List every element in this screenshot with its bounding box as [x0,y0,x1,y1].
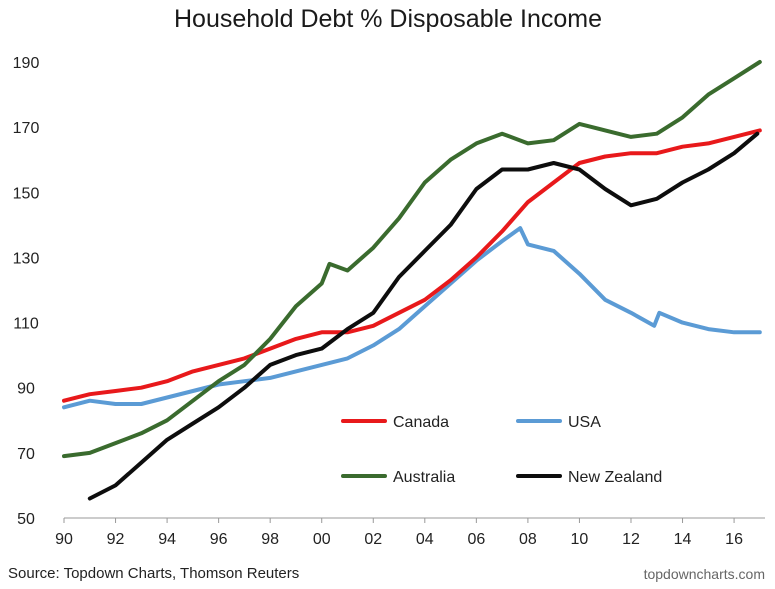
x-tick-label: 00 [313,531,331,548]
source-note: Source: Topdown Charts, Thomson Reuters [8,565,300,582]
legend: Canada USA Australia New Zealand [341,414,662,486]
y-tick-label: 70 [17,446,35,463]
series-lines [62,60,762,501]
x-tick-label: 04 [416,531,434,548]
legend-label: Canada [393,414,449,431]
y-tick-label: 170 [13,120,40,137]
x-tick-label: 10 [571,531,589,548]
y-tick-label: 110 [13,316,39,333]
x-tick-label: 02 [364,531,382,548]
x-tick-label: 12 [622,531,640,548]
series-line-new-zealand [87,131,760,501]
website-credit: topdowncharts.com [643,566,765,582]
y-ticks: 50 70 90 110 130 150 170 190 [13,55,40,528]
x-tick-label: 92 [107,531,125,548]
x-tick-label: 98 [261,531,279,548]
y-tick-label: 150 [13,185,40,202]
legend-label: USA [568,414,601,431]
x-ticks: 90 92 94 96 98 00 02 04 06 08 10 12 14 16 [55,518,743,548]
x-tick-label: 08 [519,531,537,548]
x-tick-label: 94 [158,531,176,548]
legend-label: Australia [393,469,455,486]
series-line-canada [62,128,762,403]
x-tick-label: 16 [725,531,743,548]
y-tick-label: 90 [17,381,35,398]
y-tick-label: 130 [13,250,40,267]
series-line-usa [62,226,762,410]
x-tick-label: 14 [674,531,692,548]
y-tick-label: 50 [17,511,35,528]
series-line-australia [62,60,762,459]
legend-label: New Zealand [568,469,662,486]
x-tick-label: 90 [55,531,73,548]
y-tick-label: 190 [13,55,40,72]
chart-title: Household Debt % Disposable Income [174,5,602,33]
x-tick-label: 06 [467,531,485,548]
x-tick-label: 96 [210,531,228,548]
